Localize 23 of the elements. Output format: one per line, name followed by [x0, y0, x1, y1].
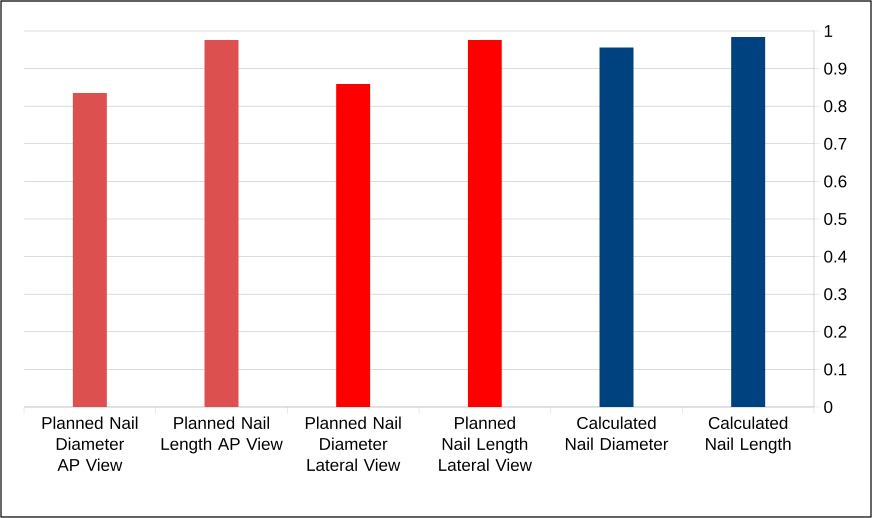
- bar: [336, 84, 370, 407]
- y-tick-label: 0.3: [824, 288, 846, 300]
- y-tick-label: 0.5: [824, 212, 846, 226]
- y-tick-label: 0.4: [824, 250, 847, 263]
- x-tick-label: Planned Nail Length Lateral View: [439, 416, 532, 472]
- y-tick-label: 0.2: [824, 326, 846, 338]
- y-tick-label: 0.1: [824, 363, 846, 376]
- y-tick-label: 0.8: [824, 100, 846, 112]
- x-tick-label: Calculated Nail Length: [706, 416, 791, 454]
- bar: [72, 93, 107, 407]
- y-tick-label: 0.6: [824, 175, 846, 188]
- x-tick-label: Planned Nail Length AP View: [162, 416, 283, 454]
- x-tick-label: Planned Nail Diameter AP View: [42, 416, 138, 472]
- y-tick-label: 0: [824, 400, 832, 414]
- y-tick-label: 0.9: [824, 62, 846, 75]
- x-tick-label: Planned Nail Diameter Lateral View: [306, 416, 401, 472]
- x-tick-label: Calculated Nail Diameter: [566, 416, 668, 450]
- y-tick-label: 0.7: [824, 138, 846, 150]
- bar: [731, 37, 766, 407]
- bar: [204, 40, 239, 407]
- bar: [600, 48, 634, 407]
- bar: [468, 40, 502, 407]
- y-tick-label: 1: [824, 25, 832, 37]
